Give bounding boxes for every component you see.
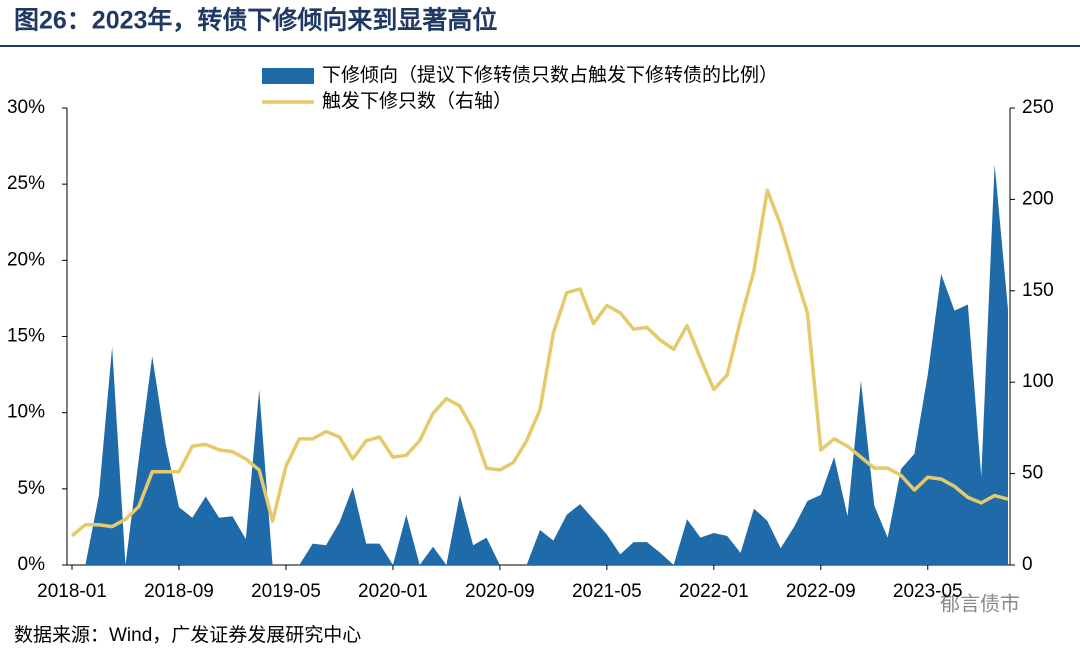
legend-label: 触发下修只数（右轴） <box>322 90 512 112</box>
y-tick-label: 25% <box>7 173 45 194</box>
x-tick-label: 2022-09 <box>786 581 856 602</box>
y2-tick-label: 250 <box>1022 97 1054 118</box>
x-tick-label: 2018-09 <box>144 581 214 602</box>
line <box>70 188 1009 538</box>
x-tick-label: 2019-05 <box>251 581 321 602</box>
y2-tick-label: 200 <box>1022 188 1054 209</box>
y-tick-label: 5% <box>18 478 46 499</box>
y-tick-label: 15% <box>7 326 45 347</box>
y2-tick-label: 150 <box>1022 280 1054 301</box>
x-tick-label: 2022-01 <box>679 581 749 602</box>
x-tick-label: 2020-09 <box>465 581 535 602</box>
watermark: 郁言债市 <box>940 592 1020 615</box>
x-tick-label: 2018-01 <box>37 581 107 602</box>
x-tick-label: 2021-05 <box>572 581 642 602</box>
x-tick-label: 2020-01 <box>358 581 428 602</box>
source: 数据来源：Wind，广发证券发展研究中心 <box>14 624 361 646</box>
y2-tick-label: 50 <box>1022 463 1043 484</box>
x-tick-label: 2023-05 <box>893 581 963 602</box>
legend-swatch <box>262 68 314 84</box>
y-tick-label: 30% <box>7 97 45 118</box>
area <box>72 164 1008 565</box>
y-tick-label: 20% <box>7 249 45 270</box>
y2-tick-label: 0 <box>1022 554 1033 575</box>
chart-title: 图26：2023年，转债下修倾向来到显著高位 <box>14 6 497 35</box>
y2-tick-label: 100 <box>1022 371 1054 392</box>
y-tick-label: 0% <box>18 554 46 575</box>
y-tick-label: 10% <box>7 402 45 423</box>
legend-label: 下修倾向（提议下修转债只数占触发下修转债的比例） <box>322 64 778 86</box>
